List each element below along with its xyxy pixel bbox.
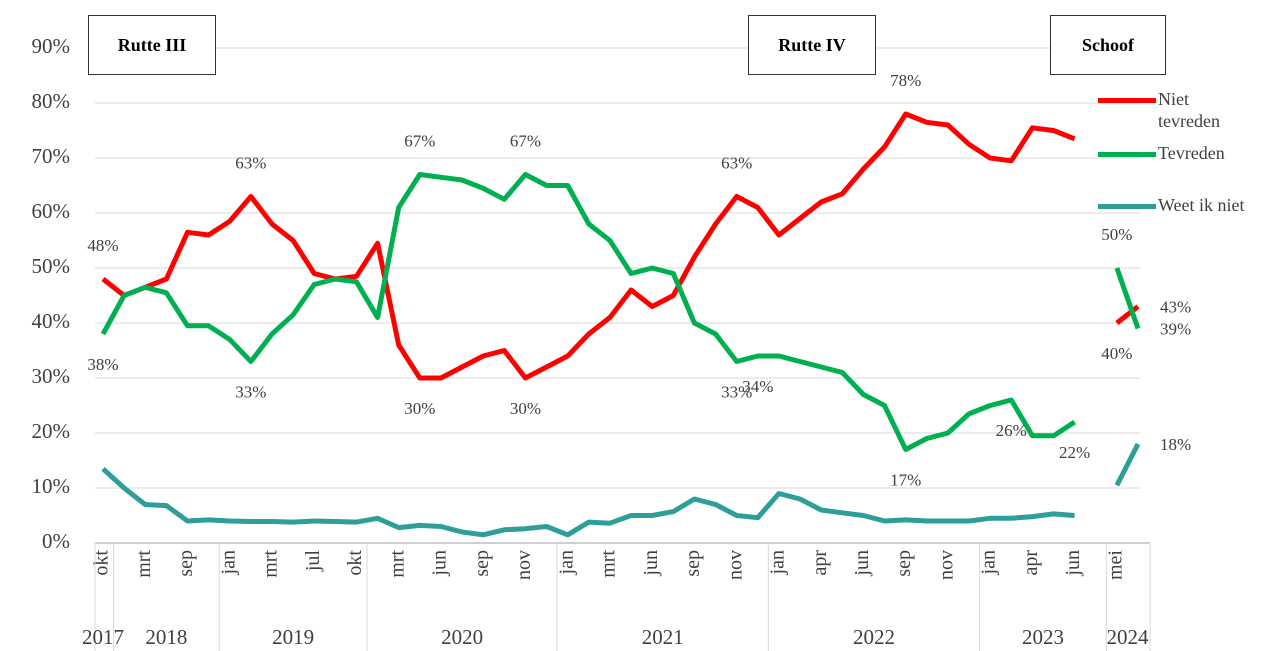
x-tick-label: apr (809, 550, 831, 576)
y-tick-label: 40% (32, 309, 71, 333)
x-tick-label: sep (682, 550, 704, 577)
year-label: 2017 (82, 625, 124, 649)
data-label: 38% (87, 355, 118, 374)
x-tick-label: mrt (598, 550, 620, 578)
data-label: 48% (87, 236, 118, 255)
series-line (101, 111, 1140, 381)
x-tick-label: mrt (386, 550, 408, 578)
x-tick-label: apr (1020, 550, 1042, 576)
x-tick-label: nov (724, 550, 746, 580)
data-label: 67% (404, 131, 435, 150)
data-label: 17% (890, 470, 921, 489)
y-tick-label: 50% (32, 254, 71, 278)
legend-label: Niet tevreden (1158, 89, 1220, 131)
year-label: 2020 (441, 625, 483, 649)
year-label: 2022 (853, 625, 895, 649)
y-tick-label: 60% (32, 199, 71, 223)
year-label: 2023 (1022, 625, 1064, 649)
data-label: 22% (1059, 443, 1090, 462)
government-label: Rutte III (88, 15, 216, 75)
x-tick-label: jan (217, 550, 239, 575)
year-label: 2024 (1106, 625, 1149, 649)
x-tick-label: nov (513, 550, 535, 580)
data-label: 43% (1160, 297, 1191, 316)
x-tick-label: jun (1062, 550, 1084, 577)
data-label: 50% (1101, 225, 1132, 244)
x-tick-label: mrt (133, 550, 155, 578)
government-label: Schoof (1050, 15, 1166, 75)
government-label: Rutte IV (748, 15, 876, 75)
x-tick-label: mei (1104, 550, 1126, 580)
x-tick-label: sep (471, 550, 493, 577)
y-tick-label: 20% (32, 419, 71, 443)
data-label: 33% (235, 382, 266, 401)
series-line (100, 172, 1141, 452)
data-label: 40% (1101, 344, 1132, 363)
x-tick-label: jun (640, 550, 662, 577)
data-label: 30% (404, 399, 435, 418)
data-label: 34% (742, 377, 773, 396)
x-tick-label: jun (429, 550, 451, 577)
data-label: 39% (1160, 319, 1191, 338)
x-tick-label: sep (175, 550, 197, 577)
data-label: 18% (1160, 435, 1191, 454)
y-tick-label: 80% (32, 89, 71, 113)
year-label: 2018 (145, 625, 187, 649)
y-tick-label: 30% (32, 364, 71, 388)
data-label: 26% (996, 421, 1027, 440)
year-label: 2021 (642, 625, 684, 649)
x-tick-label: jan (767, 550, 789, 575)
y-tick-label: 70% (32, 144, 71, 168)
legend-swatch (1098, 98, 1156, 103)
y-tick-label: 10% (32, 474, 71, 498)
x-tick-label: nov (935, 550, 957, 580)
y-tick-label: 0% (42, 529, 70, 553)
x-tick-label: jul (302, 550, 324, 573)
x-tick-label: jan (555, 550, 577, 575)
legend-label: Tevreden (1158, 143, 1225, 163)
x-tick-label: mrt (260, 550, 282, 578)
data-label: 67% (510, 131, 541, 150)
y-tick-label: 90% (32, 34, 71, 58)
legend-swatch (1098, 152, 1156, 157)
x-tick-label: sep (893, 550, 915, 577)
legend-label: Weet ik niet (1158, 195, 1245, 215)
legend-swatch (1098, 204, 1156, 209)
x-tick-label: okt (344, 550, 366, 576)
data-label: 30% (510, 399, 541, 418)
data-label: 63% (235, 153, 266, 172)
data-label: 78% (890, 71, 921, 90)
data-label: 63% (721, 153, 752, 172)
year-label: 2019 (272, 625, 314, 649)
series-line (101, 442, 1141, 538)
data-label: 33% (721, 382, 752, 401)
x-tick-label: okt (91, 550, 113, 576)
x-tick-label: jan (978, 550, 1000, 575)
x-tick-label: jun (851, 550, 873, 577)
